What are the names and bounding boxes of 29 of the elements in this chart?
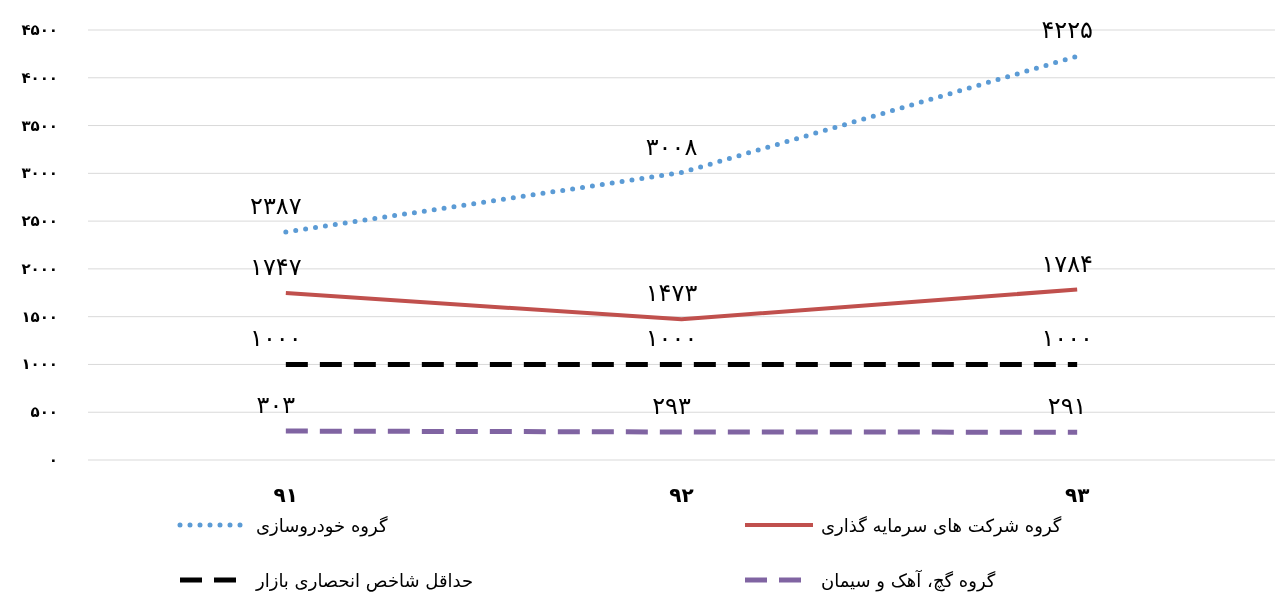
data-label: ۲۳۸۷	[250, 191, 302, 220]
data-label: ۳۰۰۸	[645, 132, 698, 161]
data-label: ۱۰۰۰	[1041, 324, 1093, 353]
data-label: ۱۷۴۷	[250, 253, 302, 282]
data-label: ۱۴۷۳	[645, 279, 698, 308]
y-tick-label: ۱۰۰۰	[21, 355, 58, 374]
y-tick-label: ۲۰۰۰	[21, 259, 58, 278]
x-tick-label: ۹۳	[1064, 483, 1090, 507]
y-tick-label: ۳۵۰۰	[21, 116, 58, 135]
y-tick-label: ۵۰۰	[30, 403, 58, 422]
x-tick-label: ۹۲	[669, 483, 694, 507]
data-label: ۱۰۰۰	[645, 324, 698, 353]
data-label: ۲۹۳	[652, 392, 691, 420]
data-label: ۳۰۳	[256, 391, 296, 420]
y-tick-label: ۰	[48, 451, 58, 469]
legend-label: حداقل شاخص انحصاری بازار	[255, 570, 474, 592]
data-label: ۱۷۸۴	[1041, 249, 1093, 278]
data-label: ۴۲۲۵	[1041, 16, 1093, 45]
x-tick-label: ۹۱	[273, 483, 299, 507]
y-tick-label: ۴۵۰۰	[21, 21, 58, 39]
legend-label: گروه خودروسازی	[256, 515, 388, 537]
data-label: ۱۰۰۰	[250, 324, 302, 353]
legend-label: گروه شرکت های سرمایه گذاری	[821, 515, 1062, 537]
y-tick-label: ۳۰۰۰	[21, 164, 58, 183]
y-tick-label: ۱۵۰۰	[21, 307, 58, 326]
y-tick-label: ۴۰۰۰	[21, 68, 58, 87]
y-tick-label: ۲۵۰۰	[21, 212, 58, 231]
legend-label: گروه گچ، آهک و سیمان	[821, 569, 996, 592]
data-label: ۲۹۱	[1047, 392, 1087, 421]
